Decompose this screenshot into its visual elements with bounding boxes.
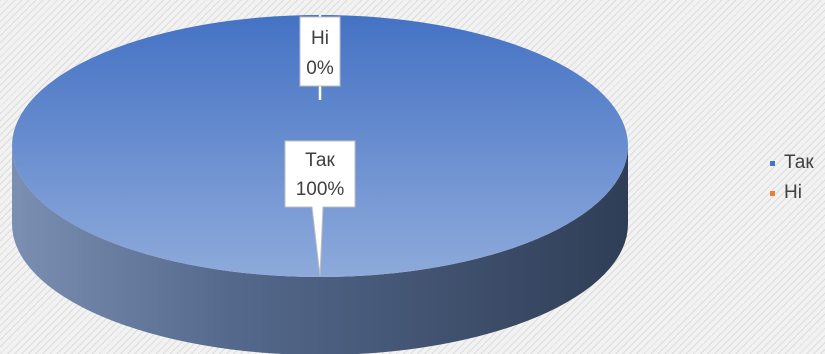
data-label-ni-value: 0% [306, 58, 334, 79]
legend-swatch-tak [770, 160, 775, 166]
legend-label-tak: Так [784, 152, 814, 173]
data-label-ni-name: Ні [311, 28, 329, 49]
data-label-tak-value: 100% [296, 179, 345, 200]
legend-label-ni: Ні [784, 182, 802, 203]
data-label-tak-name: Так [305, 150, 335, 171]
legend-swatch-ni [770, 190, 775, 196]
legend-item-tak: Так [770, 148, 814, 178]
data-label-tak: Так 100% [284, 140, 356, 277]
data-label-ni: Ні 0% [299, 16, 341, 87]
chart-legend: Так Ні [770, 148, 814, 208]
legend-item-ni: Ні [770, 178, 814, 208]
pie-slice-side-tak [12, 146, 628, 354]
